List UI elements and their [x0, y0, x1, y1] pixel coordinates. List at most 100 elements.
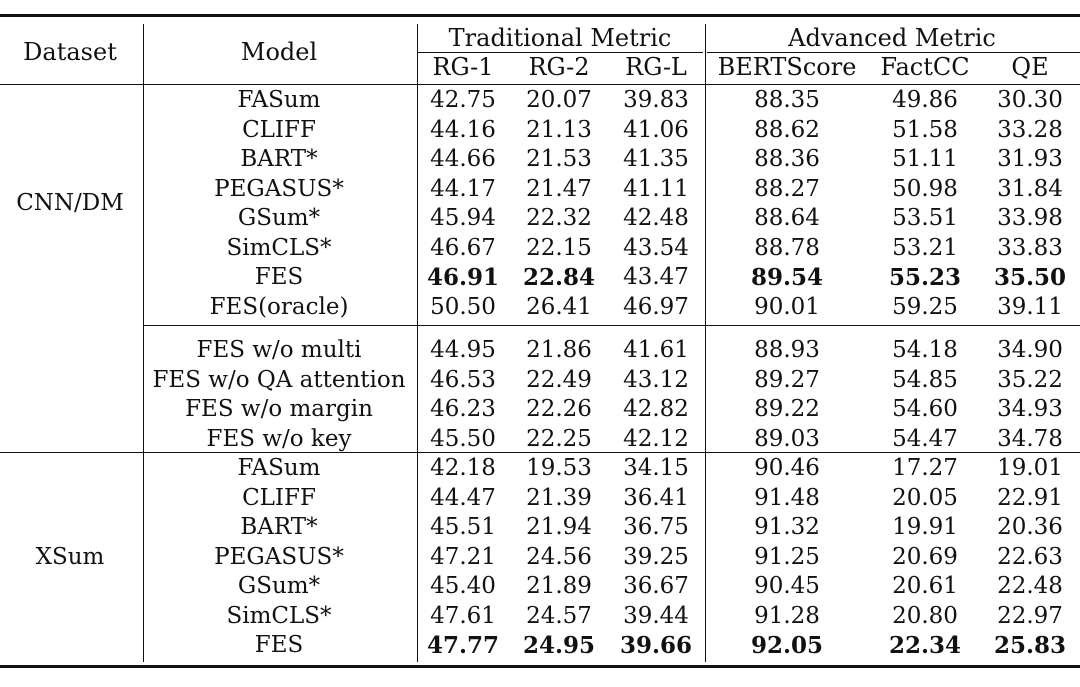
- model-name: PEGASUS*: [214, 175, 344, 202]
- metric-value: 20.80: [892, 602, 958, 629]
- metric-value: 92.05: [750, 632, 824, 659]
- metric-value: 41.06: [623, 116, 689, 143]
- metric-value: 90.46: [754, 455, 820, 481]
- metric-value: 54.60: [892, 396, 958, 422]
- metric-value: 22.25: [526, 425, 592, 452]
- metric-value: 44.66: [430, 146, 496, 172]
- metric-value: 88.35: [754, 87, 820, 113]
- metric-value: 55.23: [888, 264, 962, 291]
- metric-value: 19.91: [892, 514, 958, 540]
- model-name: FES w/o key: [206, 425, 352, 452]
- metric-value: 30.30: [997, 87, 1063, 113]
- metric-value: 21.94: [526, 514, 592, 540]
- metric-value: 20.05: [892, 484, 958, 511]
- metric-value: 43.47: [623, 264, 689, 290]
- metric-value: 39.44: [623, 602, 689, 629]
- metric-value: 88.62: [754, 116, 820, 143]
- header-model: Model: [240, 38, 318, 66]
- metric-value: 35.50: [993, 264, 1067, 291]
- metric-value: 90.45: [754, 573, 820, 599]
- metric-value: 42.18: [430, 455, 496, 481]
- vline-traditional-advanced: [705, 24, 706, 662]
- model-name: FES(oracle): [209, 293, 349, 320]
- bottom-rule: [0, 665, 1080, 668]
- metric-value: 49.86: [892, 87, 958, 113]
- header-advanced-metric: Advanced Metric: [788, 24, 996, 52]
- metric-value: 31.93: [997, 146, 1063, 172]
- metric-value: 46.97: [623, 293, 689, 320]
- vline-model-traditional: [417, 24, 418, 662]
- metric-value: 31.84: [997, 175, 1063, 202]
- model-name: CLIFF: [242, 116, 316, 143]
- metric-value: 22.26: [526, 396, 592, 422]
- metric-value: 22.34: [888, 632, 962, 659]
- metric-value: 91.32: [754, 514, 820, 540]
- metric-value: 22.49: [526, 366, 592, 393]
- metric-value: 20.69: [892, 543, 958, 570]
- metric-value: 44.16: [430, 116, 496, 143]
- metric-value: 26.41: [526, 293, 592, 320]
- metric-value: 19.01: [997, 455, 1063, 481]
- model-name: FASum: [237, 455, 321, 481]
- header-col-rg2: RG-2: [528, 53, 590, 81]
- metric-value: 89.22: [754, 396, 820, 422]
- metric-value: 19.53: [526, 455, 592, 481]
- dataset-rule: [0, 452, 1080, 453]
- metric-value: 89.27: [754, 366, 820, 393]
- metric-value: 54.85: [892, 366, 958, 393]
- metric-value: 88.93: [754, 337, 820, 363]
- metric-value: 36.75: [623, 514, 689, 540]
- metric-value: 42.12: [623, 425, 689, 452]
- metric-value: 17.27: [892, 455, 958, 481]
- model-name: SimCLS*: [226, 234, 332, 261]
- metric-value: 54.47: [892, 425, 958, 452]
- header-col-rg1: RG-1: [432, 53, 494, 81]
- metric-value: 88.64: [754, 205, 820, 231]
- metric-value: 91.48: [754, 484, 820, 511]
- metric-value: 47.21: [430, 543, 496, 570]
- metric-value: 34.93: [997, 396, 1063, 422]
- header-col-factcc: FactCC: [880, 53, 970, 81]
- metric-value: 33.28: [997, 116, 1063, 143]
- metric-value: 34.90: [997, 337, 1063, 363]
- metric-value: 22.84: [522, 264, 596, 291]
- model-name: FES w/o multi: [196, 337, 362, 363]
- metric-value: 36.67: [623, 573, 689, 599]
- metric-value: 41.35: [623, 146, 689, 172]
- metric-value: 20.61: [892, 573, 958, 599]
- metric-value: 88.78: [754, 234, 820, 261]
- metric-value: 24.57: [526, 602, 592, 629]
- model-name: CLIFF: [242, 484, 316, 511]
- dataset-label: CNN/DM: [16, 190, 124, 217]
- metric-value: 41.61: [623, 337, 689, 363]
- metric-value: 24.95: [522, 632, 596, 659]
- model-name: BART*: [240, 146, 318, 172]
- metric-value: 45.50: [430, 425, 496, 452]
- metric-value: 46.53: [430, 366, 496, 393]
- metric-value: 46.91: [426, 264, 500, 291]
- model-name: FASum: [237, 87, 321, 113]
- metric-value: 21.53: [526, 146, 592, 172]
- metric-value: 41.11: [623, 175, 689, 202]
- metric-value: 34.15: [623, 455, 689, 481]
- metric-value: 46.67: [430, 234, 496, 261]
- metric-value: 88.36: [754, 146, 820, 172]
- metric-value: 33.83: [997, 234, 1063, 261]
- model-name: GSum*: [237, 573, 321, 599]
- model-name: GSum*: [237, 205, 321, 231]
- metric-value: 22.48: [997, 573, 1063, 599]
- model-name: FES w/o QA attention: [152, 366, 406, 393]
- top-rule: [0, 14, 1080, 17]
- model-name: SimCLS*: [226, 602, 332, 629]
- model-name: BART*: [240, 514, 318, 540]
- header-dataset: Dataset: [23, 38, 117, 66]
- metric-value: 88.27: [754, 175, 820, 202]
- metric-value: 39.83: [623, 87, 689, 113]
- metric-value: 34.78: [997, 425, 1063, 452]
- metric-value: 35.22: [997, 366, 1063, 393]
- metric-value: 33.98: [997, 205, 1063, 231]
- metric-value: 43.12: [623, 366, 689, 393]
- metric-value: 39.11: [997, 293, 1063, 320]
- metric-value: 54.18: [892, 337, 958, 363]
